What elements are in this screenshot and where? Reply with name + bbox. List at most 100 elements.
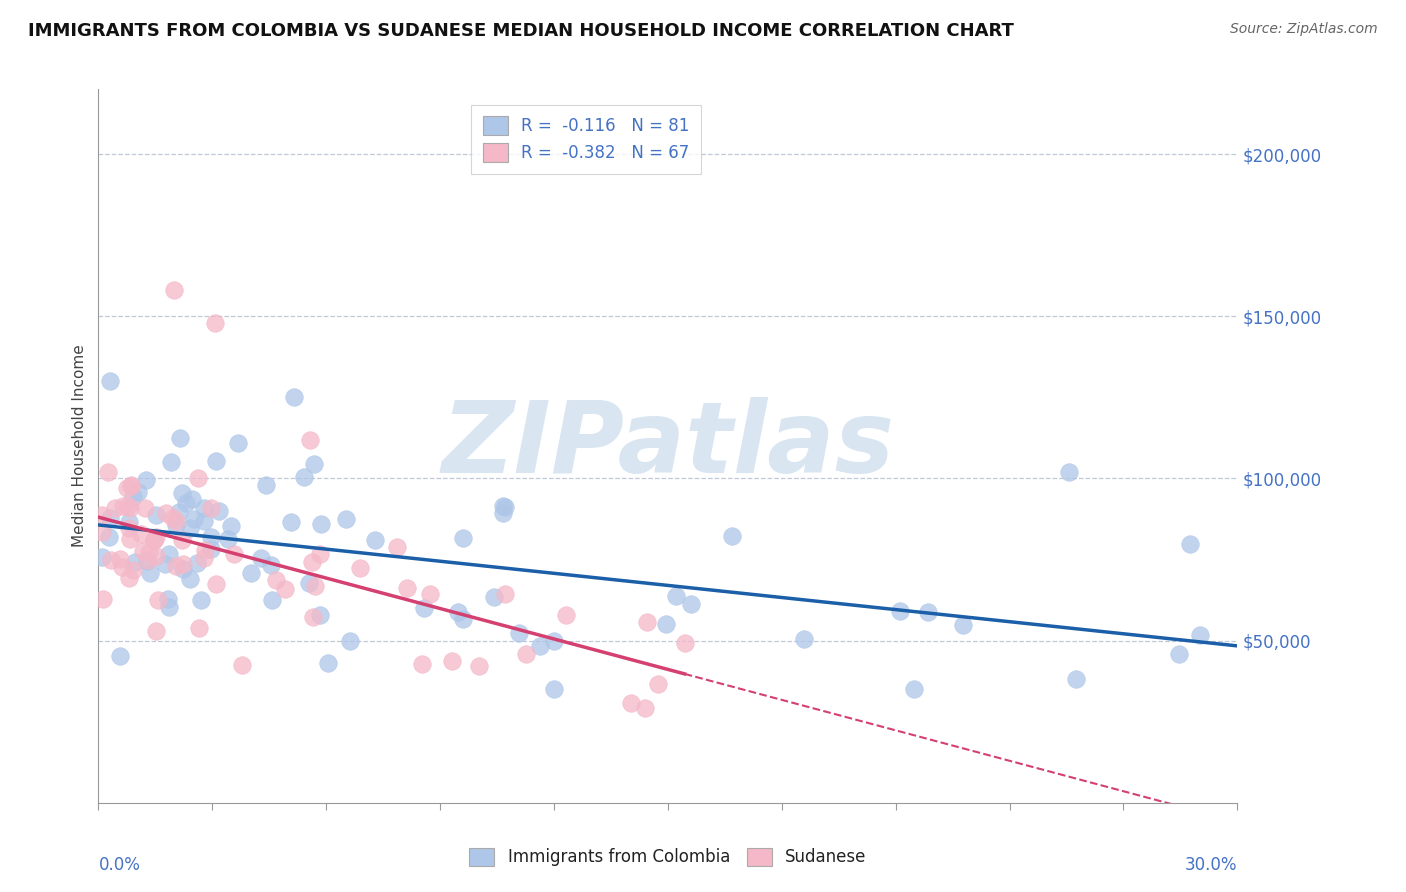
Point [411,657,433,671]
Point [264,573,287,587]
Point [793,632,815,647]
Point [231,658,253,673]
Point [917,605,939,619]
Point [620,696,643,710]
Point [494,500,516,515]
Point [1178,537,1201,551]
Point [217,533,239,547]
Point [634,700,657,714]
Point [165,514,187,528]
Point [309,517,332,532]
Point [162,510,184,524]
Point [226,435,249,450]
Point [120,479,142,493]
Point [134,500,156,515]
Point [117,515,139,529]
Point [145,530,167,544]
Point [108,649,131,664]
Point [139,566,162,580]
Point [190,593,212,607]
Point [142,533,165,547]
Point [515,647,537,661]
Point [395,581,418,595]
Point [120,478,142,492]
Point [145,508,167,523]
Point [543,682,565,697]
Point [453,531,475,545]
Point [98,511,121,525]
Point [115,481,138,495]
Point [491,499,513,513]
Point [110,552,132,566]
Point [122,563,145,577]
Point [183,512,205,526]
Point [156,592,179,607]
Point [91,508,114,522]
Point [104,501,127,516]
Point [188,621,211,635]
Point [163,283,186,297]
Point [169,431,191,445]
Point [186,556,208,570]
Point [1064,672,1087,686]
Point [494,587,516,601]
Point [117,499,139,513]
Point [301,555,323,569]
Point [673,636,696,650]
Point [292,470,315,484]
Y-axis label: Median Household Income: Median Household Income [72,344,87,548]
Point [508,626,530,640]
Point [97,530,120,544]
Point [240,566,263,580]
Point [97,465,120,479]
Point [208,504,231,518]
Point [136,553,159,567]
Point [91,549,114,564]
Point [219,519,242,533]
Point [447,605,470,619]
Point [193,514,215,528]
Point [283,390,305,404]
Point [952,617,974,632]
Point [349,560,371,574]
Point [111,499,134,513]
Point [157,600,180,615]
Point [91,525,114,540]
Point [250,550,273,565]
Point [636,615,658,629]
Point [441,654,464,668]
Point [308,547,330,561]
Point [129,527,152,541]
Point [543,634,565,648]
Point [165,517,187,532]
Point [132,544,155,558]
Point [364,533,387,547]
Point [100,374,122,388]
Point [145,624,167,639]
Point [193,500,215,515]
Point [169,505,191,519]
Text: 30.0%: 30.0% [1185,856,1237,874]
Point [205,577,228,591]
Point [482,590,505,604]
Point [153,557,176,571]
Point [262,593,284,607]
Point [118,521,141,535]
Point [172,557,194,571]
Point [155,506,177,520]
Point [204,316,226,330]
Point [145,549,167,563]
Point [142,533,165,547]
Point [120,532,142,546]
Point [200,530,222,544]
Point [160,455,183,469]
Point [529,640,551,654]
Point [720,529,742,543]
Point [118,571,141,585]
Point [339,634,361,648]
Point [157,548,180,562]
Point [172,562,194,576]
Point [491,506,513,520]
Point [174,496,197,510]
Point [1189,628,1212,642]
